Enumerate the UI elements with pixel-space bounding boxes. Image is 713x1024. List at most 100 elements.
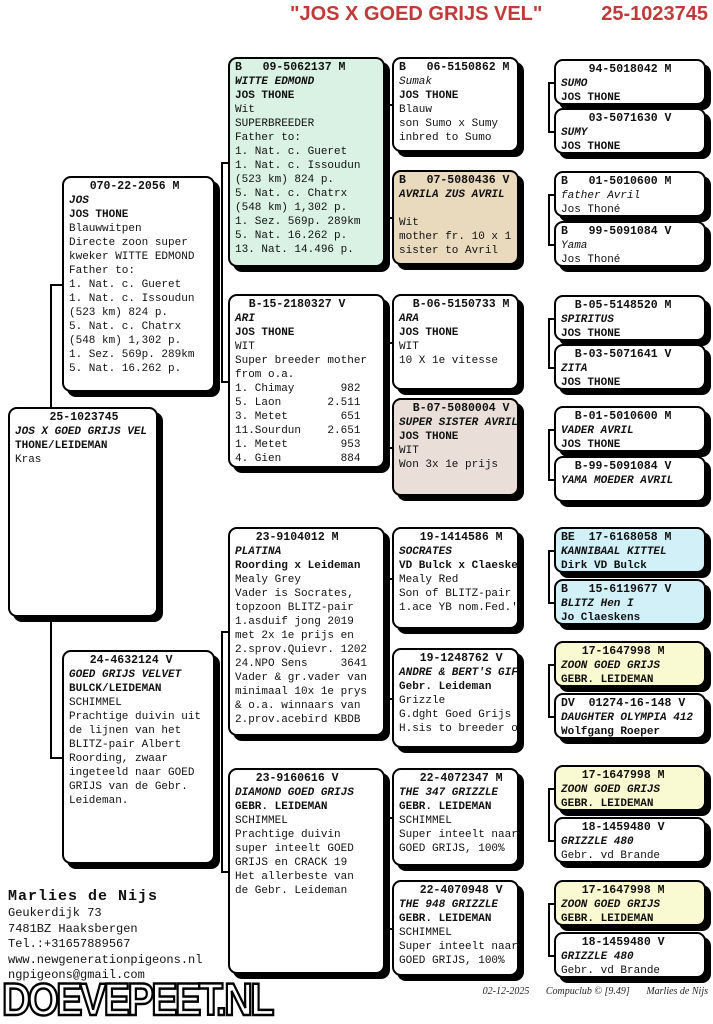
info-line: Grizzle <box>399 695 446 707</box>
pedigree-box-g5h: B-99-5091084 V YAMA MOEDER AVRIL <box>554 456 706 502</box>
info-line: 2.prov.acebird KBDB <box>235 714 361 726</box>
footer-software: Compuclub © [9.49] <box>545 986 630 997</box>
pedigree-box-g5b: 03-5071630 V SUMY JOS THONE <box>554 108 706 154</box>
info-line: Super inteelt naar <box>399 829 518 841</box>
pigeon-name: YAMA MOEDER AVRIL <box>561 475 674 487</box>
info-line: JOS THONE <box>235 327 295 339</box>
connector-line <box>548 788 554 790</box>
info-line: minimaal 10x 1e prys <box>235 686 368 698</box>
info-line: son Sumo x Sumy <box>399 118 499 130</box>
pedigree-box-g4c: B-06-5150733 M ARA JOS THONE WIT 10 X 1e vit… <box>392 294 519 390</box>
connector-line <box>548 82 550 133</box>
ring-number: B-99-5091084 V <box>561 460 672 473</box>
connector-line <box>548 602 554 604</box>
info-line: 1. Nat. c. Gueret <box>69 279 182 291</box>
pedigree-box-g3a: B 09-5062137 M WITTE EDMOND JOS THONE Wit SU… <box>228 57 385 267</box>
info-line: JOS THONE <box>399 431 459 443</box>
ring-number: B 07-5080436 V <box>399 174 510 187</box>
info-line: GOED GRIJS, 100% <box>399 843 505 855</box>
connector-line <box>385 104 392 106</box>
pigeon-name: ZOON GOED GRIJS <box>561 784 661 796</box>
info-line: Vader & gr.vader van <box>235 672 368 684</box>
pedigree-box-g4e: 19-1414586 M SOCRATES VD Bulck x Claeskens… <box>392 527 519 629</box>
ring-number: B-05-5148520 M <box>561 299 672 312</box>
info-line: JOS THONE <box>561 92 621 104</box>
connector-line <box>385 698 392 700</box>
ring-number: 03-5071630 V <box>561 112 672 125</box>
info-line: Jos Thoné <box>561 254 621 266</box>
connector-line <box>385 817 392 819</box>
ring-number: 17-1647998 M <box>561 645 665 658</box>
footer-printed-by: Marlies de Nijs <box>646 986 708 997</box>
connector-line <box>548 664 550 718</box>
ring-number: 070-22-2056 M <box>69 180 180 193</box>
connector-line <box>548 194 550 246</box>
ring-number: 17-1647998 M <box>561 769 665 782</box>
info-line: JOS THONE <box>561 141 621 153</box>
connector-line <box>548 550 550 604</box>
pedigree-box-g4b: B 07-5080436 V AVRILA ZUS AVRIL Wit mother … <box>392 170 519 265</box>
connector-line <box>548 716 554 718</box>
info-line: ingeteeld naar GOED <box>69 767 195 779</box>
info-line: Wit <box>399 217 419 229</box>
info-line: 1.asduif jong 2019 <box>235 616 354 628</box>
pigeon-name: GRIZZLE 480 <box>561 836 634 848</box>
info-line: Vader is Socrates, <box>235 588 354 600</box>
pigeon-name: DIAMOND GOED GRIJS <box>235 787 354 799</box>
info-line: Dirk VD Bulck <box>561 560 647 572</box>
connector-line <box>548 955 554 957</box>
ring-number: B-01-5010600 M <box>561 410 672 423</box>
ring-number: BE 17-6168058 M <box>561 531 672 544</box>
ring-number: 19-1414586 M <box>399 531 503 544</box>
info-line: SCHIMMEL <box>399 927 452 939</box>
pedigree-box-g4d: B-07-5080004 V SUPER SISTER AVRIL JOS THON… <box>392 398 519 496</box>
info-line: 11.Sourdun 2.651 <box>235 425 361 437</box>
connector-line <box>548 840 554 842</box>
info-line: 1.ace YB nom.Fed.'19 <box>399 602 519 614</box>
info-line: (548 km) 1,302 p. <box>235 202 348 214</box>
info-line: Blauw <box>399 104 433 116</box>
ring-number: 24-4632124 V <box>69 654 173 667</box>
connector-line <box>385 578 387 700</box>
pigeon-name: GRIZZLE 480 <box>561 951 634 963</box>
pedigree-box-g5e: B-05-5148520 M SPIRITUS JOS THONE <box>554 295 706 341</box>
owner-name: Marlies de Nijs <box>8 888 159 905</box>
watermark-text: DOEVEPEET.NL <box>1 973 276 1024</box>
info-line: JOS THONE <box>235 90 295 102</box>
info-line: Directe zoon super <box>69 237 188 249</box>
info-line: GEBR. LEIDEMAN <box>561 913 654 925</box>
connector-line <box>385 104 387 219</box>
info-line: GEBR. LEIDEMAN <box>561 674 654 686</box>
connector-line <box>385 342 387 449</box>
info-line: THONE/LEIDEMAN <box>15 440 108 452</box>
connector-line <box>385 817 387 930</box>
connector-line <box>548 429 550 481</box>
title-bird-name: "JOS X GOED GRIJS VEL" <box>290 3 543 25</box>
ring-number: 18-1459480 V <box>561 936 665 949</box>
info-line: JOS THONE <box>399 90 459 102</box>
pigeon-name: ZOON GOED GRIJS <box>561 660 661 672</box>
connector-line <box>385 578 392 580</box>
info-line: 5. Nat. 16.262 p. <box>235 230 348 242</box>
info-line: sister to Avril <box>399 245 499 257</box>
pigeon-name: Sumak <box>399 76 433 88</box>
pedigree-box-g5i: BE 17-6168058 M KANNIBAAL KITTEL Dirk VD B… <box>554 527 706 573</box>
ring-number: 19-1248762 V <box>399 652 503 665</box>
connector-line <box>221 871 228 873</box>
info-line: GOED GRIJS, 100% <box>399 955 505 967</box>
pigeon-name: ARA <box>399 313 419 325</box>
info-line: Mealy Red <box>399 574 459 586</box>
info-line: SCHIMMEL <box>69 697 122 709</box>
pigeon-name: father Avril <box>561 190 641 202</box>
info-line: WIT <box>399 341 419 353</box>
pigeon-name: JOS <box>69 195 89 207</box>
connector-line <box>50 284 62 286</box>
info-line: topzoon BLITZ-pair <box>235 602 354 614</box>
info-line: Son of BLITZ-pair <box>399 588 512 600</box>
info-line: Prachtige duivin <box>235 829 341 841</box>
ring-number: 23-9104012 M <box>235 531 339 544</box>
title-ring-number: 25-1023745 <box>601 3 708 25</box>
connector-line <box>385 217 392 219</box>
pigeon-name: DAUGHTER OLYMPIA 412 <box>561 712 694 724</box>
pigeon-name: AVRILA ZUS AVRIL <box>399 189 505 201</box>
